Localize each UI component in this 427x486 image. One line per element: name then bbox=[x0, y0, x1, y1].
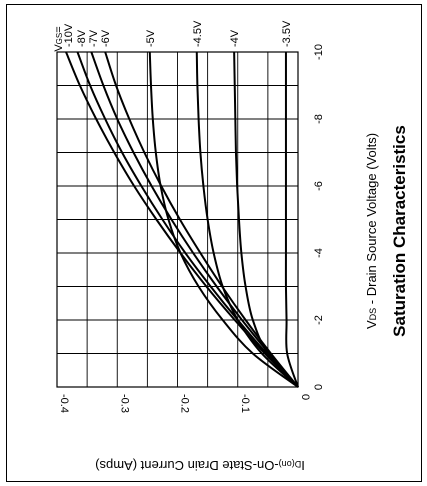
x-tick-label: -10 bbox=[313, 44, 325, 60]
x-tick-label: -6 bbox=[313, 181, 325, 191]
series-label: -7V bbox=[88, 29, 100, 47]
series-label: -4.5V bbox=[192, 20, 204, 47]
x-axis-label: VDS - Drain Source Voltage (Volts) bbox=[364, 133, 379, 329]
x-tick-label: 0 bbox=[313, 384, 325, 390]
series-line bbox=[76, 51, 299, 388]
vgs-label: VGS= bbox=[53, 26, 65, 51]
series-labels: -10V -8V -7V -6V -5V -4.5V -4V -3.5V bbox=[63, 20, 293, 47]
series-label: -10V bbox=[63, 23, 75, 47]
series-line bbox=[195, 51, 299, 388]
series-line bbox=[104, 51, 299, 388]
y-tick-label: -0.3 bbox=[118, 394, 130, 413]
series-label: -5V bbox=[145, 29, 157, 47]
x-tick-label: -2 bbox=[313, 315, 325, 325]
series-curves bbox=[65, 51, 299, 388]
y-tick-label: -0.1 bbox=[239, 394, 251, 413]
plot-border bbox=[56, 51, 299, 388]
y-tick-label: -0.4 bbox=[58, 394, 70, 413]
x-tick-label: -4 bbox=[313, 248, 325, 258]
series-label: -4V bbox=[229, 29, 241, 47]
series-label: -6V bbox=[100, 29, 112, 47]
series-label: -8V bbox=[76, 29, 88, 47]
chart-frame bbox=[6, 4, 422, 482]
y-tick-label: -0.2 bbox=[179, 394, 191, 413]
y-axis-label: ID(on)-On-State Drain Current (Amps) bbox=[95, 458, 305, 473]
series-line bbox=[284, 52, 299, 388]
y-tick-label: 0 bbox=[299, 394, 311, 400]
grid-lines bbox=[56, 51, 299, 388]
tick-labels: 0 -2 -4 -6 -8 -10 0 -0.1 -0.2 -0.3 -0.4 bbox=[58, 44, 325, 413]
x-tick-label: -8 bbox=[313, 114, 325, 124]
series-line bbox=[148, 51, 299, 388]
chart-title: Saturation Characteristics bbox=[390, 125, 409, 337]
series-line bbox=[233, 51, 299, 388]
series-line bbox=[90, 51, 299, 388]
series-label: -3.5V bbox=[281, 20, 293, 47]
